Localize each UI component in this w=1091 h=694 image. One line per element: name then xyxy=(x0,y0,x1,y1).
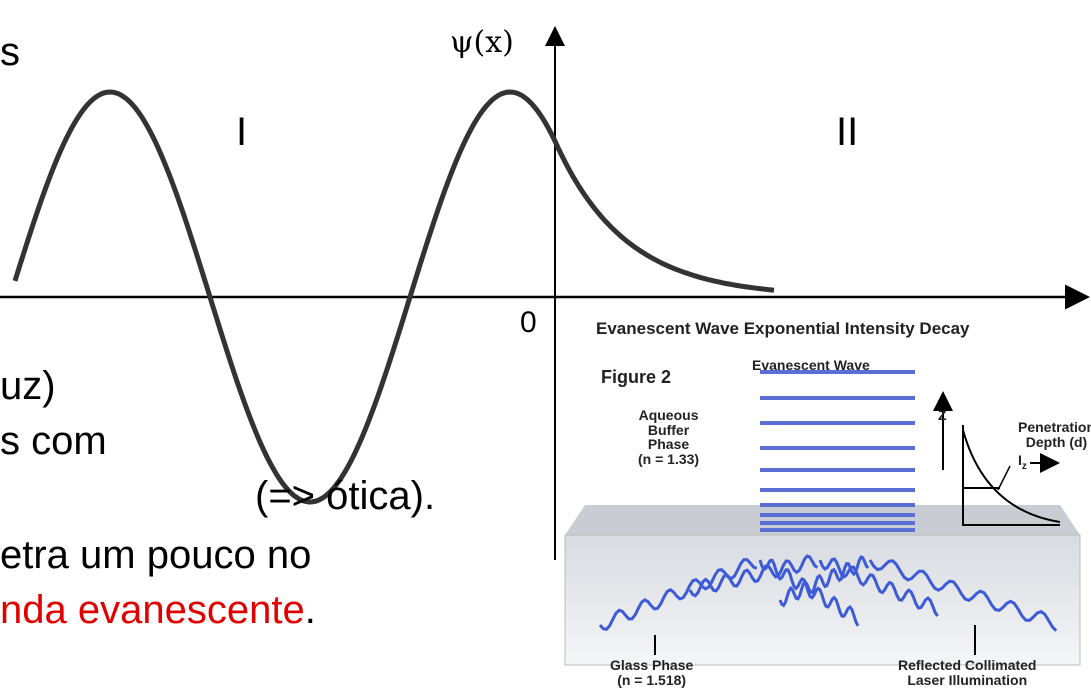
evanescent-figure xyxy=(564,370,1081,666)
penetration-label: Penetration Depth (d) xyxy=(1018,420,1091,449)
figure-label: Figure 2 xyxy=(601,367,672,387)
text-line: s com xyxy=(0,419,107,463)
aqueous-label: Aqueous Buffer Phase (n = 1.33) xyxy=(638,408,699,467)
text: Laser Illumination xyxy=(907,671,1028,688)
z-label: Z xyxy=(938,407,947,423)
origin-label: 0 xyxy=(520,306,537,339)
highlight: nda evanescente xyxy=(0,588,305,632)
text: z xyxy=(1021,460,1027,472)
title-fragment: s xyxy=(0,30,20,74)
text: Reflected Collimated xyxy=(898,657,1037,673)
wave-label: Evanescent Wave xyxy=(752,357,870,373)
text: Phase xyxy=(647,436,690,453)
reflected-label: Reflected Collimated Laser Illumination xyxy=(898,658,1036,687)
text: I xyxy=(1018,452,1022,468)
text: (n = 1.518) xyxy=(617,671,687,688)
text: Depth (d) xyxy=(1025,433,1088,450)
axis-label: ψ(x) xyxy=(450,25,514,60)
text: Penetration xyxy=(1018,419,1091,435)
glass-label: Glass Phase (n = 1.518) xyxy=(610,658,693,687)
text: Buffer xyxy=(647,421,690,438)
text-line: (=> ótica). xyxy=(255,474,436,518)
intensity-label: Iz xyxy=(1018,453,1027,472)
text: (n = 1.33) xyxy=(638,451,700,468)
region-label: II xyxy=(836,110,859,154)
text: Glass Phase xyxy=(610,657,694,673)
text-line: nda evanescente. xyxy=(0,590,316,630)
text-line: uz) xyxy=(0,364,56,408)
wavefunction xyxy=(12,89,775,505)
text: . xyxy=(304,588,316,632)
text: Aqueous xyxy=(638,407,699,423)
figure-title: Evanescent Wave Exponential Intensity De… xyxy=(596,319,970,338)
text-line: etra um pouco no xyxy=(0,533,312,577)
region-label: I xyxy=(236,110,248,154)
